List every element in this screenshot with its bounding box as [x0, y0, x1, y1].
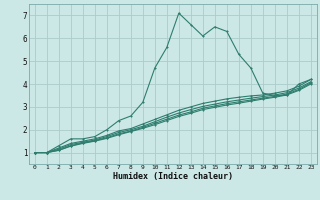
- X-axis label: Humidex (Indice chaleur): Humidex (Indice chaleur): [113, 172, 233, 181]
